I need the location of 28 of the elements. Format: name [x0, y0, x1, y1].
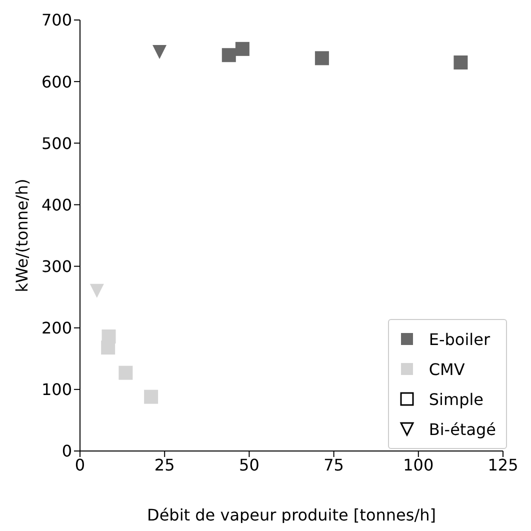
y-tick-label: 500: [41, 134, 72, 153]
x-tick-label: 125: [488, 455, 518, 474]
x-tick-label: 25: [154, 455, 175, 474]
point: [90, 284, 104, 298]
x-tick-label: 75: [324, 455, 344, 474]
point: [144, 390, 158, 404]
y-tick-label: 200: [41, 318, 72, 338]
y-tick-label: 100: [41, 380, 72, 400]
point: [454, 55, 468, 70]
y-tick-label: 700: [41, 10, 72, 30]
legend-label: E-boiler: [428, 330, 490, 348]
annotation: Bi-étagé: [428, 420, 496, 438]
x-tick-label: 100: [403, 455, 434, 474]
y-tick-label: 400: [41, 195, 72, 214]
legend-label: CMV: [428, 360, 465, 378]
point: [101, 340, 116, 355]
y-tick-label: 300: [41, 256, 72, 276]
x-tick-label: 50: [239, 455, 260, 474]
point: [314, 51, 329, 66]
point: [118, 366, 133, 380]
point: [222, 48, 236, 62]
annotation: Simple: [428, 390, 484, 408]
y-tick-label: 600: [41, 72, 72, 92]
point: [235, 42, 250, 56]
x-tick-label: 0: [74, 455, 86, 474]
point: [152, 45, 167, 60]
y-axis-title: kWe/(tonne/h): [12, 178, 32, 292]
y-tick-label: 0: [62, 442, 72, 461]
